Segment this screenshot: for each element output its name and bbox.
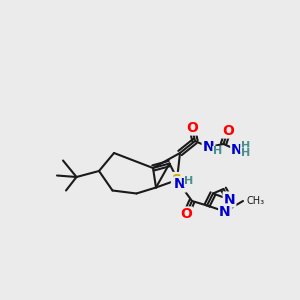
Text: H: H (241, 148, 250, 158)
Text: H: H (213, 146, 222, 157)
Text: N: N (203, 140, 214, 154)
Text: N: N (224, 193, 235, 206)
Text: O: O (222, 124, 234, 137)
Text: O: O (180, 208, 192, 221)
Text: N: N (174, 178, 186, 191)
Text: N: N (219, 205, 231, 218)
Text: S: S (172, 173, 182, 187)
Text: N: N (231, 143, 243, 157)
Text: O: O (186, 121, 198, 134)
Text: H: H (241, 141, 250, 152)
Text: H: H (184, 176, 194, 187)
Text: CH₃: CH₃ (247, 196, 265, 206)
